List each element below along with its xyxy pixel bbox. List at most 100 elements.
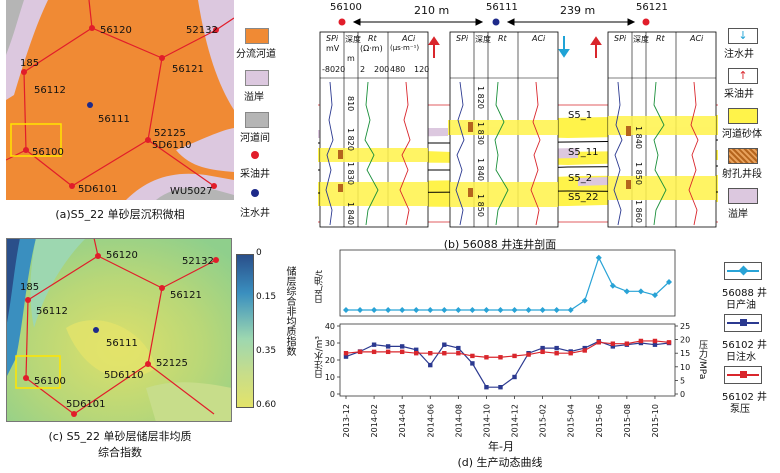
injection-point [442,342,447,347]
pressure-point [624,341,630,346]
well-label: 56111 [98,114,130,125]
pressure-point [554,351,559,356]
y-label-bottom-right: 压力/MPa [697,340,707,380]
colorbar-tick: 0.60 [256,400,277,410]
well-label: 5D6101 [78,184,118,195]
track-header-spi: SPi [326,34,339,43]
depth-tick: 1 820 [346,128,355,151]
injection-point [414,347,419,352]
well-label: 56120 [106,250,138,261]
pressure-point [371,349,377,355]
x-tick-label: 2015-10 [651,404,660,437]
colorbar [236,254,254,408]
pressure-point [484,355,489,360]
left-tick-label: 40 [325,322,335,331]
distance-label: 239 m [560,4,596,17]
panel-c-map [6,238,232,422]
right-tick-label: 20 [680,336,690,345]
distance-label: 210 m [414,4,450,17]
oil-rate-line [346,256,670,311]
depth-tick: 1 840 [476,158,485,181]
legend-perforation-swatch [728,148,758,164]
oil-rate-point [483,307,490,313]
legend-label: 56102 井 [722,340,767,351]
legend-label: 溢岸 [244,92,264,103]
pressure-point [610,341,616,346]
layer-label: S5_2 [568,173,593,184]
right-tick-label: 10 [680,363,690,372]
track-header-depth-unit: m [347,54,355,63]
panel-b-section [318,18,718,228]
panel-a-legend: 分流河道 溢岸 河道间 采油井 注水井 [236,28,296,219]
depth-tick: 1 830 [346,162,355,185]
well-name: 56100 [330,2,362,13]
colorbar-title: 储层综合非均质指数 [284,266,295,356]
panel-c-caption: (c) S5_22 单砂层储层非均质 综合指数 [10,428,230,460]
scale-label: 200 [374,65,390,74]
injection-point [371,342,377,347]
legend-label: 河道间 [240,133,270,144]
oil-rate-point [567,307,574,313]
x-tick-label: 2015-02 [539,404,548,437]
track-header-spi: SPi [456,34,469,43]
oil-rate-point [413,307,420,313]
injection-point [343,354,349,359]
oil-rate-point [581,297,588,304]
legend-label: 分流河道 [236,49,276,60]
panel-d-legend: 56088 井 日产油 56102 井 日注水 56102 井 泵压 [718,262,780,415]
x-tick-label: 2014-08 [454,404,463,437]
oil-rate-point [539,307,546,313]
panel-d-chart: 2013-12 2014-02 2014-04 2014-06 2014-08 2014-… [325,249,690,437]
oil-rate-point [623,288,630,295]
pressure-line [345,340,670,358]
oil-rate-point [469,307,476,313]
layer-label: S5_11 [568,147,599,158]
track-header-depth: 深度 [633,35,649,44]
well-label: 185 [20,282,40,293]
well-label: 56120 [100,25,132,36]
pressure-point [652,338,658,344]
oil-rate-point [553,307,560,313]
x-tick-label: 2014-10 [482,404,491,437]
injection-point [512,374,517,380]
legend-sand-swatch [728,108,758,124]
colorbar-tick: 0 [256,248,262,258]
layer-label: S5_22 [568,192,599,203]
well-label: 5D6110 [104,370,144,381]
pressure-point [526,352,531,357]
pressure-point [582,348,587,353]
colorbar-tick: 0.35 [256,346,277,356]
injection-point [456,345,461,351]
track-header-spi: SPi [614,34,627,43]
injection-point [484,385,489,390]
oil-rate-point [666,279,672,285]
legend-water-injection-icon: ↓ [728,28,758,44]
well-label: 5D6110 [152,140,192,151]
well-label: 52132 [186,25,218,36]
legend-oil-production-icon: ↑ [728,68,758,84]
legend-swatch-overbank [245,70,269,86]
oil-rate-point [637,288,644,295]
pressure-point [666,340,672,345]
well-name: 56111 [486,2,518,13]
x-tick-label: 2014-02 [370,404,379,437]
legend-swatch-interchannel [245,112,269,128]
well-label: 52125 [154,128,186,139]
oil-rate-point [343,307,349,313]
layer-label: S5_1 [568,110,593,121]
track-header-rt: Rt [656,34,665,43]
injection-point [498,385,503,390]
pressure-point [638,338,644,344]
well-label: 56121 [170,290,202,301]
legend-label: 溢岸 [728,209,748,220]
legend-label: 日产油 [726,300,756,311]
oil-rate-point [497,307,504,313]
well-label: 56111 [106,338,138,349]
oil-rate-point [399,307,406,313]
depth-tick: 1 820 [476,86,485,109]
left-tick-label: 30 [325,339,335,348]
oil-rate-point [609,282,616,289]
pressure-point [540,349,545,355]
pressure-point [568,351,573,356]
injection-point [470,361,475,366]
